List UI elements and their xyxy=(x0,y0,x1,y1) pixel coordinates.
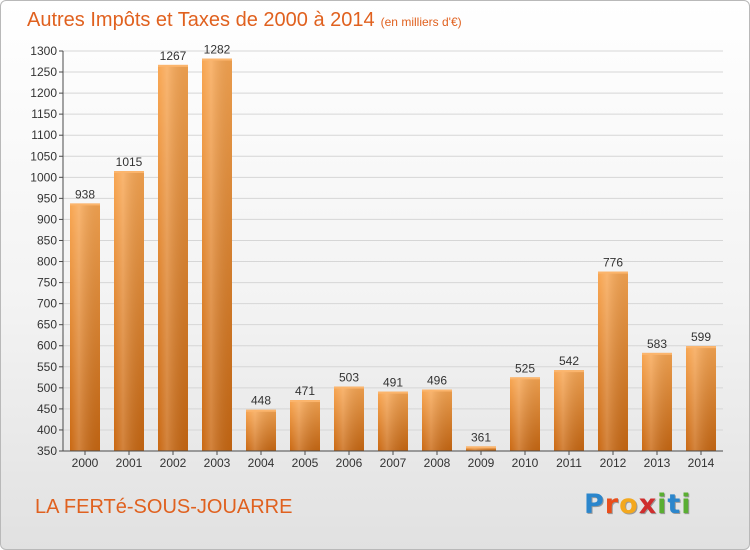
bar-shine-2003 xyxy=(202,58,232,451)
bar-top-2003 xyxy=(202,58,232,61)
y-tick-label-700: 700 xyxy=(37,297,57,311)
value-label-2009: 361 xyxy=(471,430,491,444)
x-tick-label-2006: 2006 xyxy=(336,456,363,470)
bar-top-2012 xyxy=(598,271,628,274)
y-tick-label-900: 900 xyxy=(37,212,57,226)
x-tick-label-2007: 2007 xyxy=(380,456,407,470)
bar-shine-2005 xyxy=(290,400,320,451)
y-tick-label-400: 400 xyxy=(37,423,57,437)
bar-shine-2002 xyxy=(158,64,188,451)
bar-top-2004 xyxy=(246,409,276,412)
y-axis-tick-labels: 350 400 450 500 550 600 650 700 750 800 850 900 950 1… xyxy=(30,44,57,458)
bar-shine-2014 xyxy=(686,346,716,451)
bar-shine-2010 xyxy=(510,377,540,451)
bar-shine-2009 xyxy=(466,446,496,451)
y-tick-label-800: 800 xyxy=(37,255,57,269)
value-label-2010: 525 xyxy=(515,361,535,375)
bar-top-2006 xyxy=(334,386,364,389)
x-tick-label-2004: 2004 xyxy=(248,456,275,470)
value-label-2006: 503 xyxy=(339,371,359,385)
x-axis-tick-labels: 2000 2001 2002 2003 2004 2005 2006 2007 2008 2009… xyxy=(72,456,715,470)
bar-top-2005 xyxy=(290,400,320,403)
chart-subtitle: (en milliers d'€) xyxy=(380,15,462,29)
y-tick-label-1050: 1050 xyxy=(30,149,57,163)
value-label-2008: 496 xyxy=(427,374,447,388)
y-tick-label-1200: 1200 xyxy=(30,86,57,100)
x-tick-label-2008: 2008 xyxy=(424,456,451,470)
value-label-2011: 542 xyxy=(559,354,579,368)
y-tick-label-1300: 1300 xyxy=(30,44,57,58)
bar-shine-2008 xyxy=(422,389,452,451)
bar-value-labels: 938 1015 1267 1282 448 471 503 491 496 361 525 542 7… xyxy=(75,43,711,445)
logo-letter-2: o xyxy=(619,489,639,520)
logo-letter-3: x xyxy=(638,489,658,520)
bar-shine-2013 xyxy=(642,352,672,451)
x-tick-label-2012: 2012 xyxy=(600,456,627,470)
chart-title-main: Autres Impôts et Taxes de 2000 à 2014 xyxy=(27,9,375,31)
axes xyxy=(59,50,723,455)
x-tick-label-2014: 2014 xyxy=(688,456,715,470)
logo-letter-0: P xyxy=(584,489,605,520)
y-tick-label-650: 650 xyxy=(37,318,57,332)
value-label-2013: 583 xyxy=(647,337,667,351)
bar-top-2013 xyxy=(642,352,672,355)
value-label-2000: 938 xyxy=(75,187,95,201)
x-tick-label-2005: 2005 xyxy=(292,456,319,470)
y-tick-label-850: 850 xyxy=(37,233,57,247)
bar-shine-2004 xyxy=(246,409,276,451)
logo-letter-1: r xyxy=(604,489,620,520)
value-label-2007: 491 xyxy=(383,376,403,390)
x-tick-label-2000: 2000 xyxy=(72,456,99,470)
bars xyxy=(70,58,716,451)
bar-top-2007 xyxy=(378,391,408,394)
value-label-2012: 776 xyxy=(603,256,623,270)
value-label-2004: 448 xyxy=(251,394,271,408)
y-tick-label-1250: 1250 xyxy=(30,65,57,79)
x-tick-label-2001: 2001 xyxy=(116,456,143,470)
proxiti-logo: Proxiti xyxy=(584,489,692,520)
bar-shine-2000 xyxy=(70,203,100,451)
town-name: LA FERTé-SOUS-JOUARRE xyxy=(35,496,293,518)
value-label-2014: 599 xyxy=(691,330,711,344)
bar-top-2009 xyxy=(466,446,496,449)
bar-shine-2012 xyxy=(598,271,628,451)
logo-letter-6: i xyxy=(681,489,692,520)
x-tick-label-2009: 2009 xyxy=(468,456,495,470)
bar-shine-2001 xyxy=(114,171,144,451)
x-tick-label-2002: 2002 xyxy=(160,456,187,470)
value-label-2003: 1282 xyxy=(204,43,231,57)
bar-shine-2006 xyxy=(334,386,364,451)
x-tick-label-2011: 2011 xyxy=(556,456,582,470)
y-tick-label-750: 750 xyxy=(37,276,57,290)
y-tick-label-450: 450 xyxy=(37,402,57,416)
bar-shine-2007 xyxy=(378,391,408,451)
bar-top-2014 xyxy=(686,346,716,349)
bar-top-2011 xyxy=(554,370,584,373)
x-tick-label-2003: 2003 xyxy=(204,456,231,470)
y-tick-label-1100: 1100 xyxy=(31,128,57,142)
y-tick-label-550: 550 xyxy=(37,360,57,374)
bar-top-2008 xyxy=(422,389,452,392)
y-tick-label-950: 950 xyxy=(37,191,57,205)
bar-top-2002 xyxy=(158,64,188,67)
y-tick-label-600: 600 xyxy=(37,339,57,353)
x-tick-label-2013: 2013 xyxy=(644,456,671,470)
y-tick-label-1150: 1150 xyxy=(31,107,57,121)
bar-top-2001 xyxy=(114,171,144,173)
bar-shine-2011 xyxy=(554,370,584,451)
bar-top-2010 xyxy=(510,377,540,380)
y-tick-label-1000: 1000 xyxy=(30,170,57,184)
value-label-2001: 1015 xyxy=(116,155,143,169)
bar-top-2000 xyxy=(70,203,100,206)
y-tick-label-350: 350 xyxy=(37,444,57,458)
x-tick-label-2010: 2010 xyxy=(512,456,539,470)
value-label-2002: 1267 xyxy=(160,49,187,63)
value-label-2005: 471 xyxy=(295,384,315,398)
y-tick-label-500: 500 xyxy=(37,381,57,395)
chart-title: Autres Impôts et Taxes de 2000 à 2014 (en… xyxy=(27,9,462,32)
logo-letter-5: t xyxy=(667,489,682,520)
logo-letter-4: i xyxy=(657,489,668,520)
